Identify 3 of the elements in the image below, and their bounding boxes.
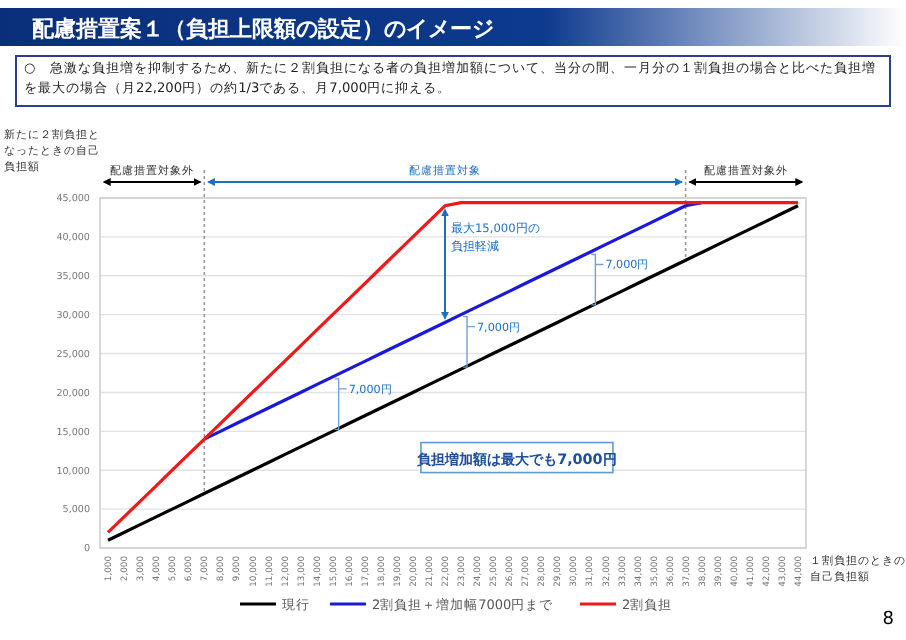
chart-title: 配慮措置案１（負担上限額の設定）のイメージ — [32, 16, 494, 42]
text: 8 — [882, 610, 895, 630]
line-series — [202, 201, 704, 441]
